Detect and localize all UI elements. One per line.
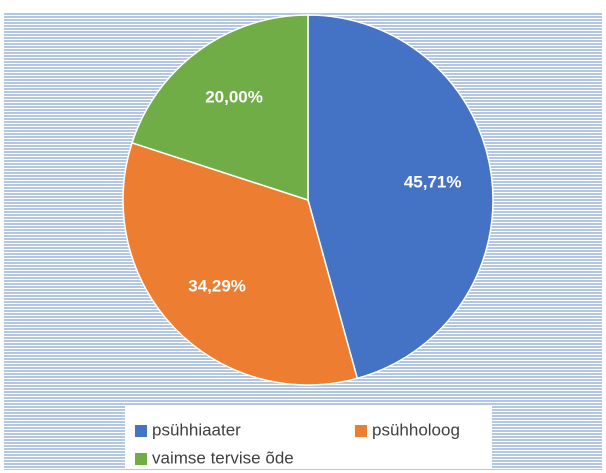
legend-label: vaimse tervise õde [152, 448, 294, 467]
data-label: 20,00% [205, 88, 263, 107]
legend-swatch [135, 453, 147, 465]
data-label: 34,29% [188, 276, 246, 295]
legend-swatch [135, 425, 147, 437]
pie-slice [122, 141, 359, 386]
data-label: 45,71% [404, 173, 462, 192]
legend-box [125, 405, 492, 469]
legend-label: psühhiaater [152, 420, 241, 439]
legend-swatch [355, 425, 367, 437]
pie-slice [131, 14, 309, 202]
legend-label: psühholoog [372, 420, 460, 439]
pie-slice [307, 14, 494, 380]
